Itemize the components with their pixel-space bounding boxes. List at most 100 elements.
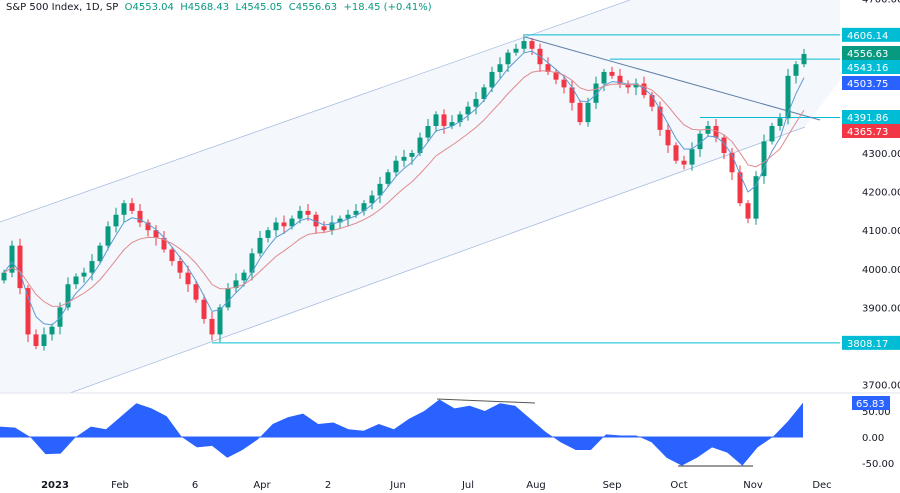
candle-body bbox=[377, 183, 383, 196]
candle-body bbox=[1, 272, 7, 281]
indicator-axis-tick: 50.00 bbox=[862, 407, 891, 418]
divergence-line-top bbox=[436, 398, 536, 404]
price-tag-label: 4543.16 bbox=[847, 63, 888, 74]
candle-body bbox=[785, 75, 791, 119]
price-axis-tick: 4200.00 bbox=[862, 188, 900, 199]
candle-body bbox=[505, 52, 511, 65]
candle-body bbox=[561, 79, 567, 88]
candle-body bbox=[113, 214, 119, 227]
indicator-area bbox=[0, 399, 803, 466]
time-axis-label: 2023 bbox=[41, 480, 69, 491]
candle-body bbox=[737, 172, 743, 204]
price-tag-label: 3808.17 bbox=[847, 339, 888, 350]
candle-body bbox=[289, 218, 295, 227]
candle-body bbox=[105, 226, 111, 246]
candle-body bbox=[441, 114, 447, 126]
time-axis-label: Nov bbox=[743, 480, 763, 491]
slow-moving-average bbox=[3, 70, 805, 307]
candle-body bbox=[305, 210, 311, 215]
candle-body bbox=[241, 272, 247, 281]
price-tag-label: 4606.14 bbox=[847, 31, 888, 42]
candle-body bbox=[697, 133, 703, 150]
candle-body bbox=[137, 210, 143, 223]
candle-body bbox=[601, 71, 607, 84]
candle-body bbox=[313, 214, 319, 227]
time-axis-label: 2 bbox=[325, 480, 331, 491]
ohlc-close: C4556.63 bbox=[288, 2, 338, 13]
candle-body bbox=[689, 149, 695, 165]
candle-body bbox=[657, 106, 663, 130]
candle-body bbox=[353, 210, 359, 215]
candle-body bbox=[273, 222, 279, 231]
candle-body bbox=[649, 95, 655, 107]
candle-body bbox=[233, 280, 239, 289]
candle-body bbox=[17, 245, 23, 289]
candle-body bbox=[281, 222, 287, 227]
candle-body bbox=[417, 137, 423, 153]
candle-body bbox=[265, 230, 271, 238]
price-tag-box bbox=[842, 110, 900, 124]
candle-body bbox=[481, 87, 487, 99]
price-tag-box bbox=[842, 335, 900, 350]
ohlc-change: +18.45 (+0.41%) bbox=[343, 2, 432, 13]
price-tag-box bbox=[842, 46, 900, 60]
candle-body bbox=[793, 64, 799, 76]
price-tag-box bbox=[842, 60, 900, 74]
candle-body bbox=[257, 237, 263, 254]
candle-body bbox=[585, 102, 591, 123]
candle-body bbox=[9, 245, 15, 273]
candle-body bbox=[41, 334, 47, 346]
candle-body bbox=[409, 153, 415, 157]
indicator-value-box bbox=[852, 396, 890, 410]
candle-body bbox=[609, 71, 615, 76]
candle-body bbox=[217, 307, 223, 335]
price-tag-label: 4503.75 bbox=[847, 79, 888, 90]
candle-body bbox=[185, 272, 191, 285]
candle-body bbox=[489, 71, 495, 88]
candle-body bbox=[97, 245, 103, 262]
time-axis-label: Jul bbox=[461, 480, 474, 491]
fast-moving-average bbox=[3, 50, 805, 326]
ohlc-open: O4553.04 bbox=[124, 2, 174, 13]
candle-body bbox=[769, 125, 775, 142]
candle-body bbox=[25, 288, 31, 335]
candle-body bbox=[89, 261, 95, 273]
candle-body bbox=[473, 98, 479, 107]
candle-body bbox=[681, 160, 687, 165]
candle-body bbox=[177, 261, 183, 273]
candle-body bbox=[369, 195, 375, 204]
candle-body bbox=[169, 249, 175, 262]
candle-body bbox=[297, 210, 303, 219]
candle-body bbox=[145, 222, 151, 231]
candle-body bbox=[49, 326, 55, 335]
price-axis-tick: 4300.00 bbox=[862, 149, 900, 160]
candle-body bbox=[497, 64, 503, 72]
candle-body bbox=[753, 176, 759, 219]
candle-body bbox=[729, 153, 735, 173]
candle-body bbox=[593, 83, 599, 103]
candle-body bbox=[393, 160, 399, 173]
ohlc-high: H4568.43 bbox=[180, 2, 230, 13]
candle-body bbox=[577, 102, 583, 123]
price-tag-box bbox=[842, 76, 900, 90]
candle-body bbox=[457, 114, 463, 123]
time-axis-label: 6 bbox=[192, 480, 198, 491]
candle-body bbox=[777, 118, 783, 126]
price-tag-label: 4391.86 bbox=[847, 113, 888, 124]
candle-body bbox=[433, 114, 439, 126]
candle-body bbox=[33, 334, 39, 346]
time-axis-label: Sep bbox=[603, 480, 622, 491]
symbol-name: S&P 500 Index, 1D, SP bbox=[6, 2, 119, 13]
candle-body bbox=[81, 272, 87, 277]
candle-body bbox=[361, 203, 367, 211]
ohlc-low: L4545.05 bbox=[235, 2, 283, 13]
time-axis-label: Feb bbox=[111, 480, 129, 491]
candle-body bbox=[337, 218, 343, 223]
time-axis-label: Jun bbox=[389, 480, 406, 491]
channel-fill bbox=[0, 0, 840, 393]
time-axis-label: Aug bbox=[526, 480, 546, 491]
candle-body bbox=[721, 137, 727, 153]
price-tag-label: 4365.73 bbox=[847, 127, 888, 138]
indicator-axis-tick: -50.00 bbox=[862, 459, 894, 470]
